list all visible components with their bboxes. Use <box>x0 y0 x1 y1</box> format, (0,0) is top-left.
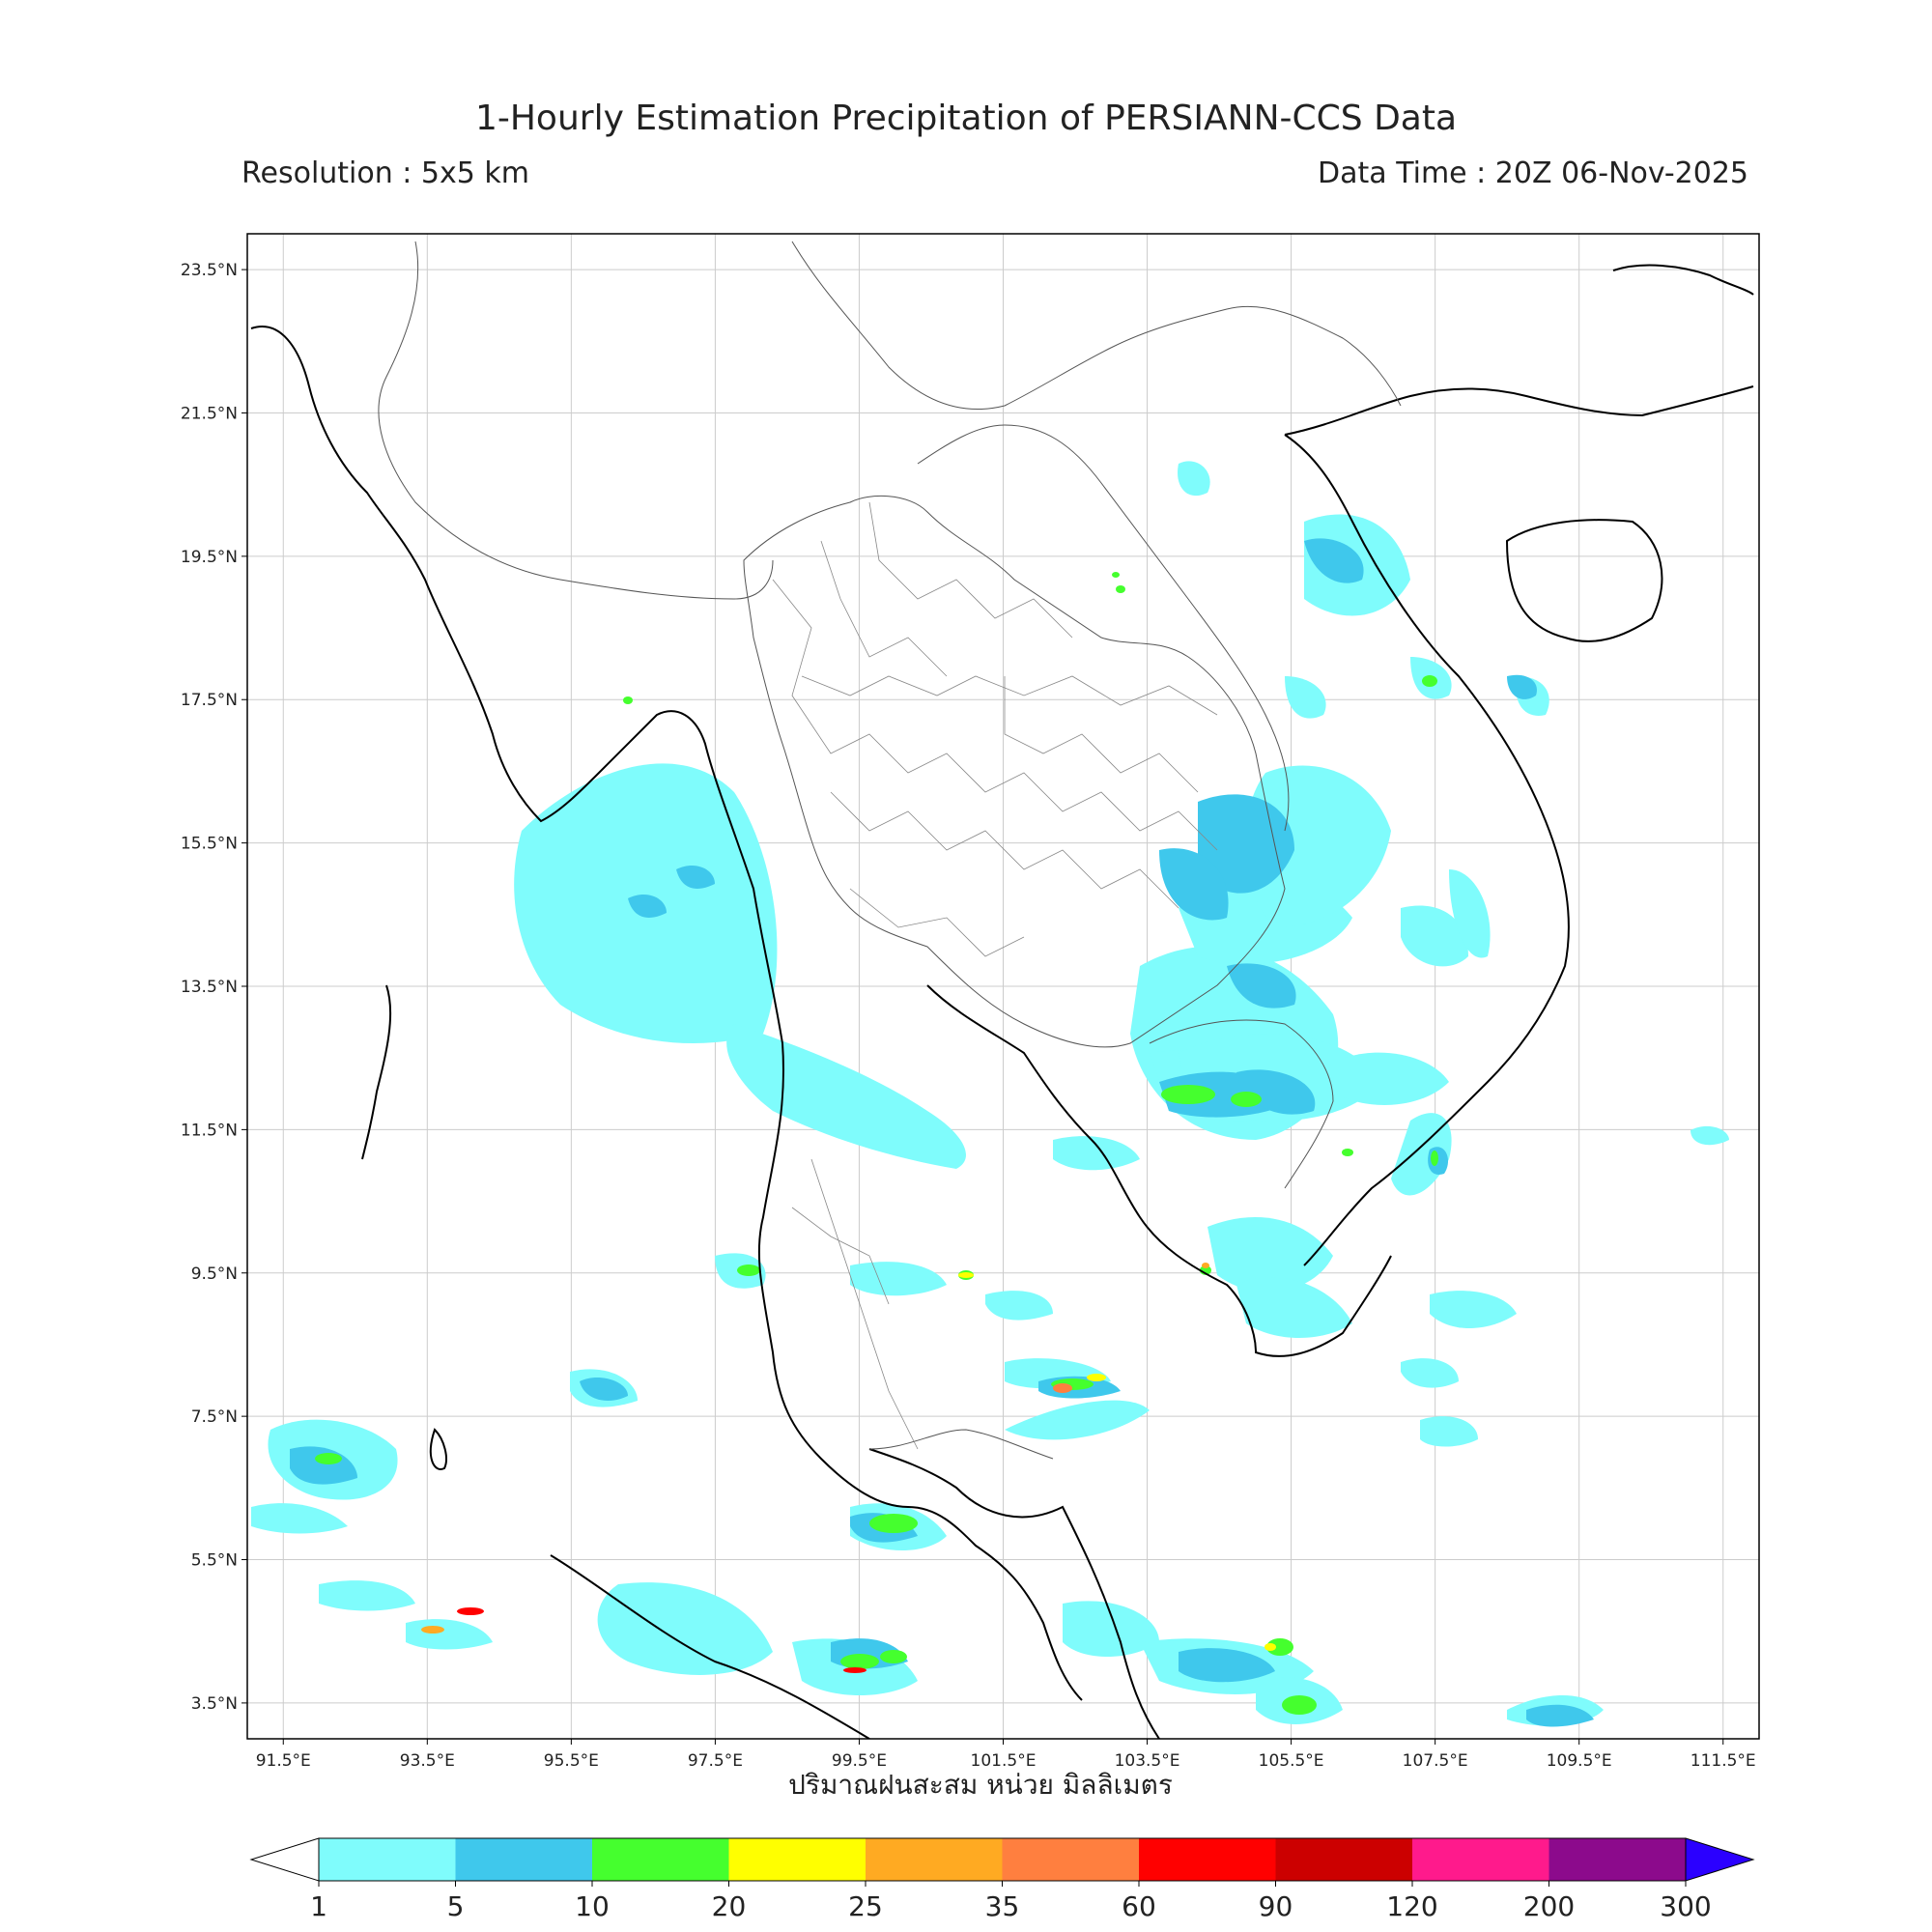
colorbar-segment <box>866 1838 1003 1881</box>
y-tick-label: 21.5°N <box>181 404 238 423</box>
y-tick-label: 9.5°N <box>191 1264 238 1284</box>
y-tick-label: 7.5°N <box>191 1407 238 1427</box>
coastline-gulf-of-thailand <box>926 984 1392 1357</box>
y-tick-label: 17.5°N <box>181 691 238 710</box>
colorbar-tick-label: 20 <box>712 1890 747 1922</box>
colorbar-segment <box>1548 1838 1686 1881</box>
x-tick-label: 109.5°E <box>1547 1751 1612 1771</box>
colorbar-tick-label: 10 <box>575 1890 610 1922</box>
coastline-china-north-east <box>1612 264 1754 296</box>
rain-field-layer <box>251 461 1729 1726</box>
y-tick-label: 23.5°N <box>181 261 238 280</box>
colorbar-tick-label: 300 <box>1660 1890 1711 1922</box>
map-gridlines <box>247 234 1759 1739</box>
colorbar-extend-high <box>1685 1837 1755 1882</box>
colorbar-tick-label: 60 <box>1122 1890 1156 1922</box>
x-tick-label: 101.5°E <box>971 1751 1037 1771</box>
y-tick-label: 13.5°N <box>181 978 238 997</box>
colorbar-segment <box>728 1838 866 1881</box>
x-tick-label: 105.5°E <box>1259 1751 1324 1771</box>
x-tick-label: 111.5°E <box>1690 1751 1756 1771</box>
resolution-label: Resolution : 5x5 km <box>242 156 529 190</box>
x-tick-label: 99.5°E <box>832 1751 887 1771</box>
colorbar-segment <box>1412 1838 1549 1881</box>
x-tick-label: 95.5°E <box>544 1751 599 1771</box>
x-tick-label: 97.5°E <box>688 1751 743 1771</box>
coastline-vietnam <box>1284 434 1570 1266</box>
border-malaysia <box>868 1429 1054 1460</box>
colorbar-label: ปริมาณฝนสะสม หน่วย มิลลิเมตร <box>788 1769 1173 1801</box>
colorbar-tick-label: 25 <box>848 1890 883 1922</box>
coastline-china-south <box>1284 385 1754 436</box>
coastline-andaman-islands <box>361 984 392 1160</box>
border-myanmar <box>378 241 774 600</box>
map-title: 1-Hourly Estimation Precipitation of PER… <box>474 99 1458 138</box>
colorbar-tick-label: 120 <box>1386 1890 1437 1922</box>
coastline-nicobar-islands <box>429 1428 447 1470</box>
coastline-malaysia-peninsula <box>868 1448 1160 1739</box>
colorbar-segment <box>592 1838 729 1881</box>
colorbar-extend-low <box>249 1837 320 1882</box>
colorbar-segment <box>455 1838 592 1881</box>
coastline-myanmar-west <box>250 326 1083 1701</box>
colorbar-tick-label: 1 <box>310 1890 327 1922</box>
x-tick-label: 91.5°E <box>256 1751 311 1771</box>
colorbar-tick-label: 90 <box>1259 1890 1293 1922</box>
y-tick-label: 15.5°N <box>181 835 238 854</box>
coastline-hainan <box>1505 519 1663 642</box>
colorbar-segment <box>1002 1838 1139 1881</box>
x-tick-label: 107.5°E <box>1403 1751 1468 1771</box>
colorbar-tick-label: 5 <box>447 1890 465 1922</box>
province-boundaries <box>772 501 1218 1450</box>
y-tick-label: 3.5°N <box>191 1694 238 1714</box>
y-tick-label: 19.5°N <box>181 548 238 567</box>
border-thailand <box>743 495 1286 1048</box>
x-tick-label: 103.5°E <box>1115 1751 1180 1771</box>
axis-ticks: 91.5°E 93.5°E 95.5°E 97.5°E 99.5°E 101.5°E 103… <box>181 261 1756 1771</box>
border-laos <box>917 424 1290 832</box>
coastline-sumatra <box>550 1554 870 1739</box>
y-tick-label: 5.5°N <box>191 1551 238 1571</box>
colorbar-segment <box>1139 1838 1276 1881</box>
rain-field-layer-heavy <box>315 572 1438 1715</box>
data-time-label: Data Time : 20Z 06-Nov-2025 <box>1318 156 1748 190</box>
x-tick-label: 93.5°E <box>400 1751 455 1771</box>
rain-field-layer-intense <box>421 1263 1276 1673</box>
border-china <box>791 241 1402 411</box>
colorbar-segment <box>1275 1838 1412 1881</box>
colorbar: 1 5 10 20 25 35 60 90 120 200 300 <box>249 1837 1755 1922</box>
colorbar-segment <box>319 1838 456 1881</box>
colorbar-tick-label: 35 <box>985 1890 1020 1922</box>
border-cambodia <box>1149 1019 1334 1189</box>
y-tick-label: 11.5°N <box>181 1121 238 1140</box>
colorbar-tick-label: 200 <box>1523 1890 1575 1922</box>
